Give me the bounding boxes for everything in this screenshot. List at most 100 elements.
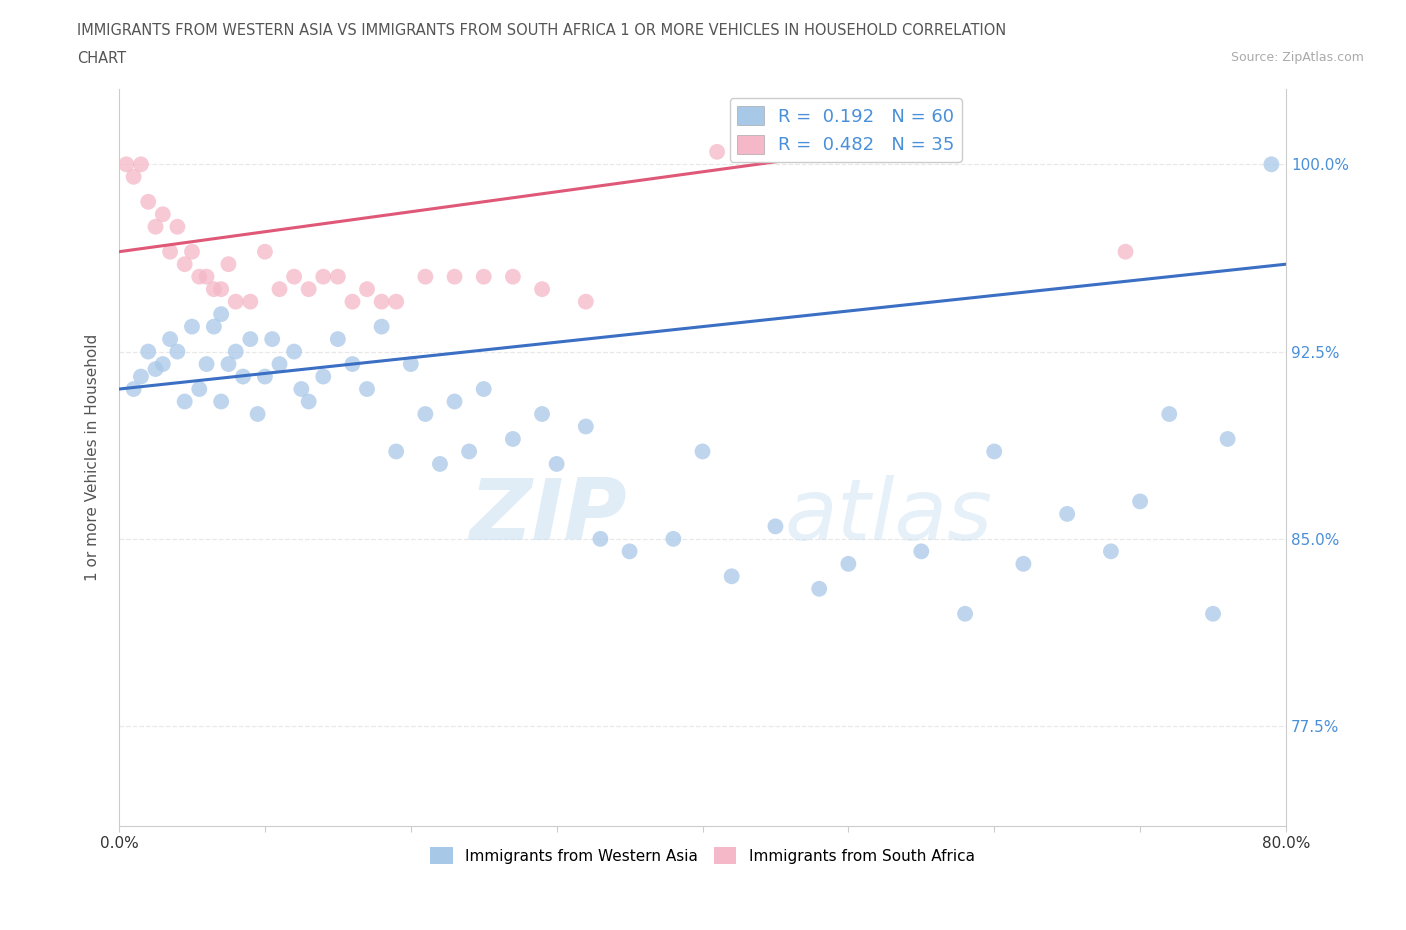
Point (356, 282, 378, 297)
Point (808, 581, 831, 596)
Point (269, 282, 291, 297)
Point (166, 219, 188, 234)
Point (385, 294, 408, 309)
Point (209, 282, 232, 297)
Point (415, 406, 437, 421)
Point (429, 457, 451, 472)
Point (159, 245, 181, 259)
Point (472, 269, 495, 284)
Point (502, 432, 524, 446)
Point (298, 394, 321, 409)
Point (837, 556, 859, 571)
Point (173, 257, 195, 272)
Point (443, 394, 465, 409)
Point (575, 294, 598, 309)
Point (152, 356, 174, 371)
Point (385, 444, 408, 458)
Point (1099, 544, 1122, 559)
Point (209, 307, 232, 322)
Legend: Immigrants from Western Asia, Immigrants from South Africa: Immigrants from Western Asia, Immigrants… (425, 841, 981, 870)
Point (217, 356, 239, 371)
Point (152, 206, 174, 221)
Point (662, 531, 685, 546)
Point (953, 606, 976, 621)
Point (326, 269, 349, 284)
Point (415, 269, 437, 284)
Text: atlas: atlas (785, 475, 993, 558)
Point (531, 406, 554, 421)
Point (546, 457, 568, 472)
Point (531, 282, 554, 297)
Point (253, 245, 276, 259)
Point (188, 269, 211, 284)
Point (575, 419, 598, 434)
Text: Source: ZipAtlas.com: Source: ZipAtlas.com (1230, 51, 1364, 64)
Point (181, 319, 204, 334)
Point (136, 344, 159, 359)
Point (209, 394, 232, 409)
Point (217, 257, 239, 272)
Point (370, 294, 392, 309)
Point (262, 332, 284, 347)
Point (1056, 507, 1078, 522)
Point (232, 369, 254, 384)
Point (706, 144, 728, 159)
Point (290, 381, 312, 396)
Point (1260, 157, 1282, 172)
Point (1216, 432, 1239, 446)
Point (188, 381, 211, 396)
Point (443, 269, 465, 284)
Point (370, 319, 392, 334)
Point (502, 269, 524, 284)
Point (195, 269, 218, 284)
Point (399, 356, 422, 371)
Point (312, 269, 335, 284)
Point (1012, 556, 1035, 571)
Point (202, 319, 225, 334)
Point (983, 444, 1005, 458)
Point (472, 381, 495, 396)
Point (765, 519, 787, 534)
Point (1159, 406, 1181, 421)
Point (136, 194, 159, 209)
Point (326, 332, 349, 347)
Point (269, 356, 291, 371)
Text: ZIP: ZIP (470, 475, 627, 558)
Point (145, 362, 167, 377)
Point (283, 344, 305, 359)
Point (1202, 606, 1225, 621)
Point (458, 444, 481, 458)
Point (166, 344, 188, 359)
Point (246, 406, 269, 421)
Point (910, 544, 932, 559)
Point (239, 294, 262, 309)
Point (1129, 494, 1152, 509)
Point (173, 394, 195, 409)
Point (129, 157, 152, 172)
Point (181, 245, 204, 259)
Point (225, 294, 247, 309)
Point (239, 332, 262, 347)
Point (253, 369, 276, 384)
Point (122, 169, 145, 184)
Y-axis label: 1 or more Vehicles in Household: 1 or more Vehicles in Household (86, 334, 100, 581)
Point (342, 356, 364, 371)
Point (159, 332, 181, 347)
Point (619, 544, 641, 559)
Point (202, 282, 225, 297)
Point (298, 282, 321, 297)
Point (356, 381, 378, 396)
Point (115, 157, 138, 172)
Point (692, 444, 714, 458)
Point (145, 219, 167, 234)
Text: CHART: CHART (77, 51, 127, 66)
Point (342, 294, 364, 309)
Point (589, 531, 612, 546)
Point (129, 369, 152, 384)
Point (225, 344, 247, 359)
Point (122, 381, 145, 396)
Text: IMMIGRANTS FROM WESTERN ASIA VS IMMIGRANTS FROM SOUTH AFRICA 1 OR MORE VEHICLES : IMMIGRANTS FROM WESTERN ASIA VS IMMIGRAN… (77, 23, 1007, 38)
Point (312, 369, 335, 384)
Point (195, 356, 218, 371)
Point (720, 569, 742, 584)
